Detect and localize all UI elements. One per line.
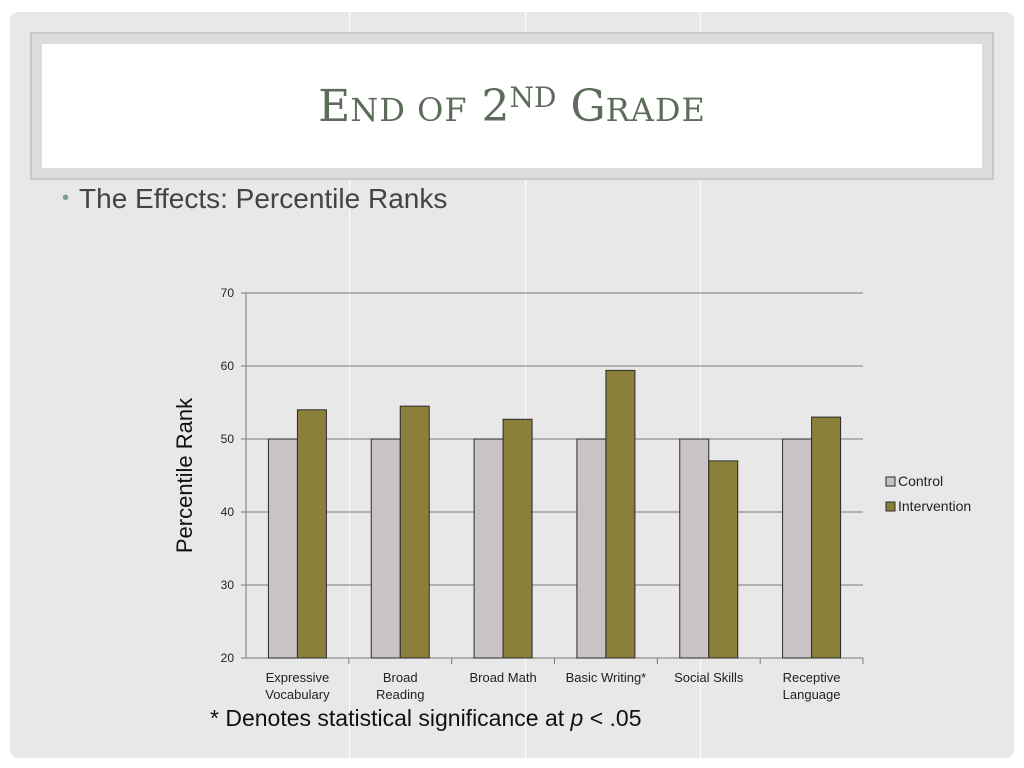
title-letter: E	[318, 80, 351, 132]
x-tick-label: Basic Writing*	[566, 670, 647, 685]
intervention-bar	[502, 418, 533, 659]
intervention-bar	[399, 405, 430, 659]
x-tick-label: Expressive	[266, 670, 330, 685]
bullet-text: The Effects: Percentile Ranks	[79, 183, 448, 214]
title-ordinal: ND	[509, 80, 557, 114]
background-line	[525, 12, 526, 758]
x-tick-label: Receptive	[783, 670, 841, 685]
x-tick-label: Social Skills	[674, 670, 744, 685]
y-tick-label: 20	[221, 651, 235, 665]
bullet-dot-icon: •	[62, 187, 70, 209]
title-number: 2	[481, 80, 510, 132]
title-letter: G	[570, 80, 606, 132]
title-text: RADE	[605, 90, 706, 129]
control-bar	[267, 438, 298, 659]
control-bar	[679, 438, 710, 659]
legend-swatch	[885, 476, 896, 487]
bullet-item: • The Effects: Percentile Ranks	[62, 183, 447, 215]
x-tick-label: Reading	[376, 687, 424, 702]
y-tick-label: 60	[221, 359, 235, 373]
x-tick-label: Vocabulary	[265, 687, 330, 702]
title-frame: END OF 2ND GRADE	[30, 32, 994, 180]
background-line	[349, 12, 350, 758]
y-tick-label: 70	[221, 286, 235, 300]
x-tick-label: Broad Math	[469, 670, 536, 685]
footnote-p: p	[570, 705, 584, 731]
legend-label: Control	[898, 473, 943, 489]
title-box: END OF 2ND GRADE	[42, 44, 982, 168]
intervention-bar	[605, 369, 636, 659]
y-axis-label: Percentile Rank	[172, 397, 197, 553]
control-bar	[370, 438, 401, 659]
background-line	[700, 12, 701, 758]
legend-label: Intervention	[898, 498, 971, 514]
control-bar	[576, 438, 607, 659]
control-bar	[782, 438, 813, 659]
legend-swatch	[885, 501, 896, 512]
title-text: ND OF	[350, 90, 468, 129]
x-tick-label: Broad	[383, 670, 418, 685]
y-tick-label: 50	[221, 432, 235, 446]
slide: END OF 2ND GRADE	[10, 12, 1014, 758]
x-tick-label: Language	[783, 687, 841, 702]
y-tick-label: 30	[221, 578, 235, 592]
footnote: * Denotes statistical significance at p …	[210, 705, 642, 732]
intervention-bar	[708, 460, 739, 659]
footnote-prefix: * Denotes statistical significance at	[210, 705, 565, 731]
slide-title: END OF 2ND GRADE	[318, 81, 706, 132]
footnote-suffix: < .05	[589, 705, 642, 731]
y-tick-label: 40	[221, 505, 235, 519]
intervention-bar	[811, 416, 842, 659]
control-bar	[473, 438, 504, 659]
intervention-bar	[296, 409, 327, 659]
